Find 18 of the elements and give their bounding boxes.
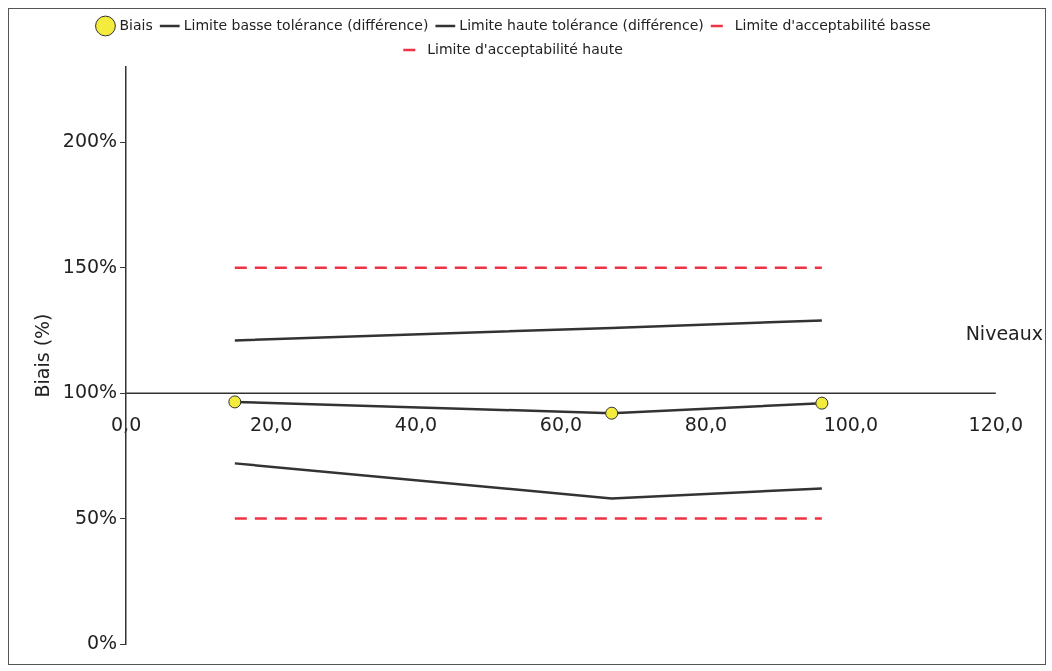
- y-tick-label: 150%: [62, 254, 118, 277]
- x-tick-label: 80,0: [684, 413, 728, 436]
- legend-label: Limite d'acceptabilité haute: [427, 40, 623, 57]
- y-axis-title: Biais (%): [31, 313, 54, 398]
- x-tick-label: 100,0: [823, 413, 879, 436]
- y-tick-label: 100%: [62, 380, 118, 403]
- x-tick-label: 120,0: [968, 413, 1024, 436]
- legend-label: Limite haute tolérance (différence): [459, 16, 704, 33]
- legend-label: Limite d'acceptabilité basse: [734, 16, 931, 33]
- x-tick-label: 20,0: [249, 413, 293, 436]
- y-tick-label: 200%: [62, 129, 118, 152]
- legend-label: Limite basse tolérance (différence): [183, 16, 429, 33]
- legend-label: Biais: [119, 16, 153, 33]
- x-tick-label: 40,0: [394, 413, 438, 436]
- y-tick-label: 0%: [86, 630, 118, 653]
- x-axis-title: Niveaux: [965, 322, 1043, 345]
- y-tick-label: 50%: [74, 505, 118, 528]
- x-tick-label: 60,0: [539, 413, 583, 436]
